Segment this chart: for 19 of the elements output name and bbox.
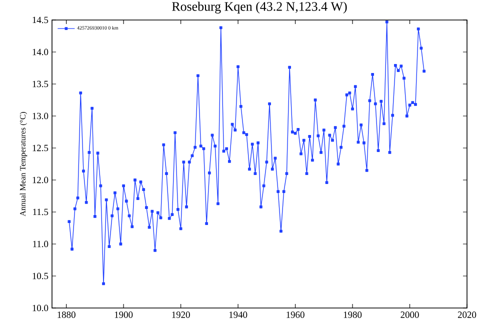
y-tick-label: 12.0 bbox=[32, 176, 48, 184]
x-tick-label: 1900 bbox=[114, 312, 133, 318]
y-tick-label: 14.0 bbox=[32, 48, 48, 56]
y-tick-label: 13.0 bbox=[32, 112, 48, 120]
y-tick-label: 11.5 bbox=[33, 208, 48, 216]
y-tick-label: 10.5 bbox=[32, 272, 48, 280]
y-tick-label: 10.0 bbox=[32, 304, 48, 312]
y-tick-label: 12.5 bbox=[32, 144, 48, 152]
x-tick-label: 1920 bbox=[172, 312, 190, 318]
x-tick-label: 1940 bbox=[229, 312, 248, 318]
x-tick-label: 1880 bbox=[58, 312, 76, 318]
y-tick-label: 13.5 bbox=[32, 80, 48, 88]
x-tick-label: 1980 bbox=[344, 312, 362, 318]
chart-title: Roseburg Kqen (43.2 N,123.4 W) bbox=[172, 2, 347, 14]
y-tick-label: 11.0 bbox=[33, 240, 48, 248]
y-tick-label: 14.5 bbox=[32, 16, 48, 24]
x-tick-label: 1960 bbox=[286, 312, 304, 318]
x-tick-label: 2020 bbox=[458, 312, 476, 318]
x-tick-label: 2000 bbox=[400, 312, 419, 318]
